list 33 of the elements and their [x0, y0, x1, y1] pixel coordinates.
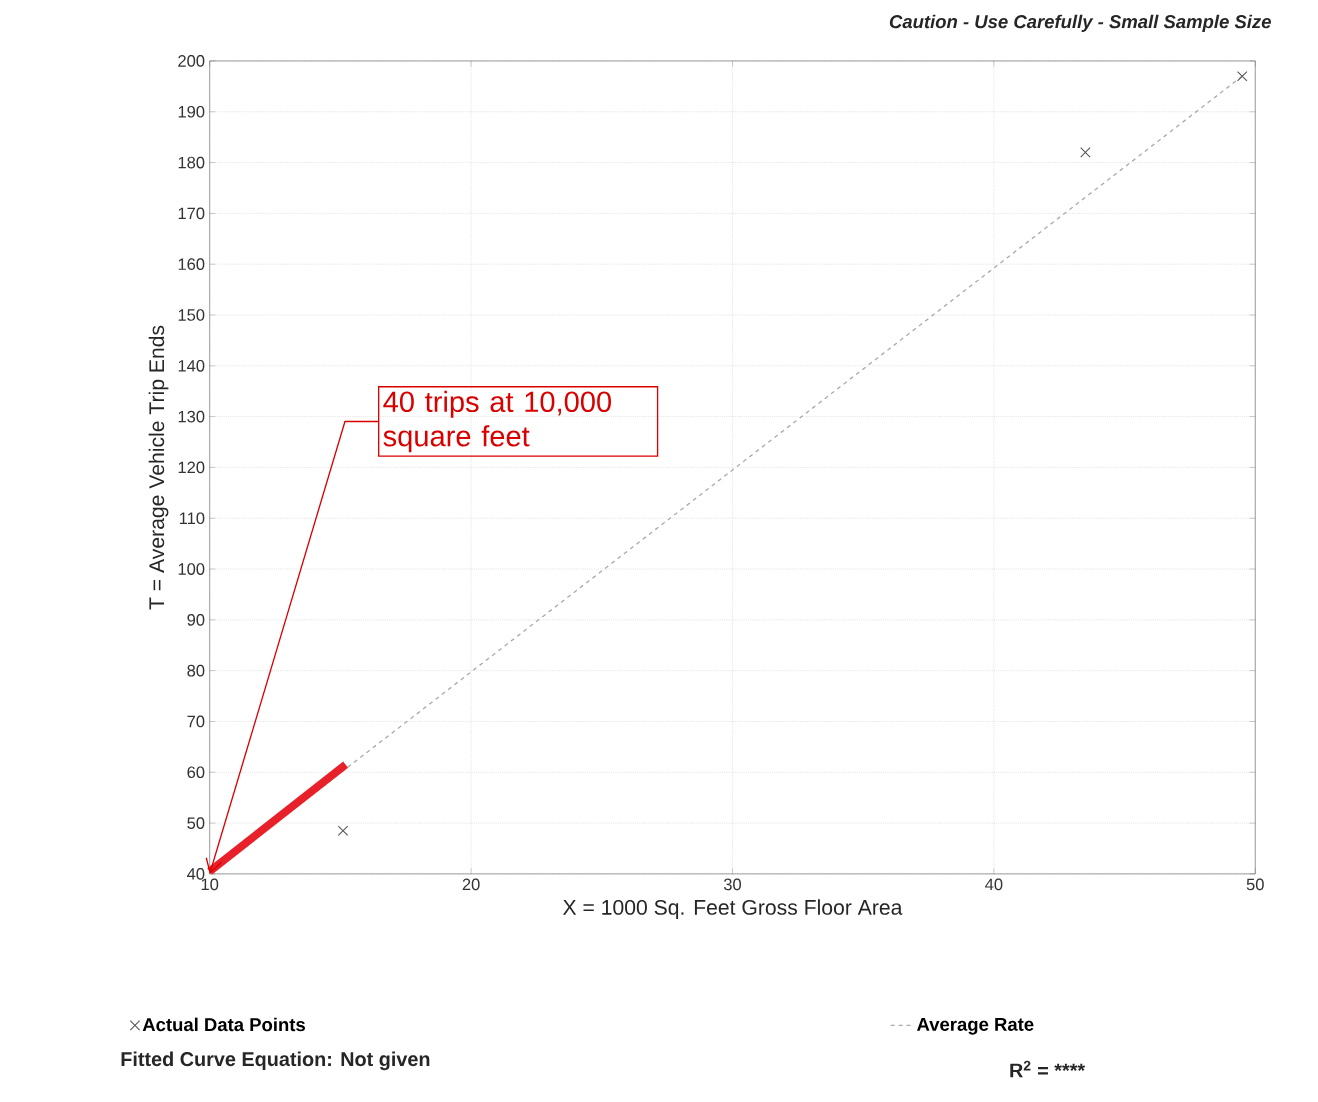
x-tick-label: 10 [201, 878, 219, 891]
legend-label: Actual Data Points [142, 1017, 305, 1032]
y-tick-label: 40 [187, 868, 205, 880]
x-axis-title: X = 1000 Sq. Feet Gross Floor Area [562, 899, 903, 920]
point [337, 825, 349, 837]
y-tick-label: 120 [178, 461, 205, 474]
y-tick-label: 150 [178, 309, 205, 322]
annotation: 40 trips at 10,000 square feet [383, 390, 612, 453]
y-tick-label: 170 [178, 207, 205, 220]
y-tick-label: 180 [178, 156, 205, 169]
y-tick-label: 50 [187, 817, 205, 830]
point [1237, 71, 1248, 82]
legend-label: Average Rate [917, 1018, 1034, 1035]
y-tick-label: 90 [187, 614, 205, 626]
text: R$^{2}$ = **** [1010, 1060, 1086, 1078]
x-tick-label: 40 [985, 878, 1003, 891]
y-tick-label: 200 [178, 55, 205, 68]
y-tick-label: 80 [187, 665, 205, 677]
y-tick-label: 190 [178, 106, 205, 118]
y-tick-label: 110 [179, 512, 205, 525]
y-axis-title: T = Average Vehicle Trip Ends [148, 325, 169, 610]
y-tick-label: 70 [187, 715, 205, 728]
x-tick-label: 30 [723, 878, 742, 891]
text: Caution - Use Carefully - Small Sample Size [889, 14, 1271, 33]
point [1080, 147, 1091, 158]
text: Fitted Curve Equation: Not given [121, 1051, 430, 1071]
y-tick-label: 130 [178, 411, 205, 423]
y-tick-label: 100 [178, 563, 205, 576]
y-tick-label: 60 [187, 766, 205, 779]
y-tick-label: 160 [178, 258, 205, 271]
y-tick-label: 140 [178, 360, 205, 372]
x-tick-label: 20 [462, 878, 480, 891]
x-tick-label: 50 [1246, 878, 1264, 891]
